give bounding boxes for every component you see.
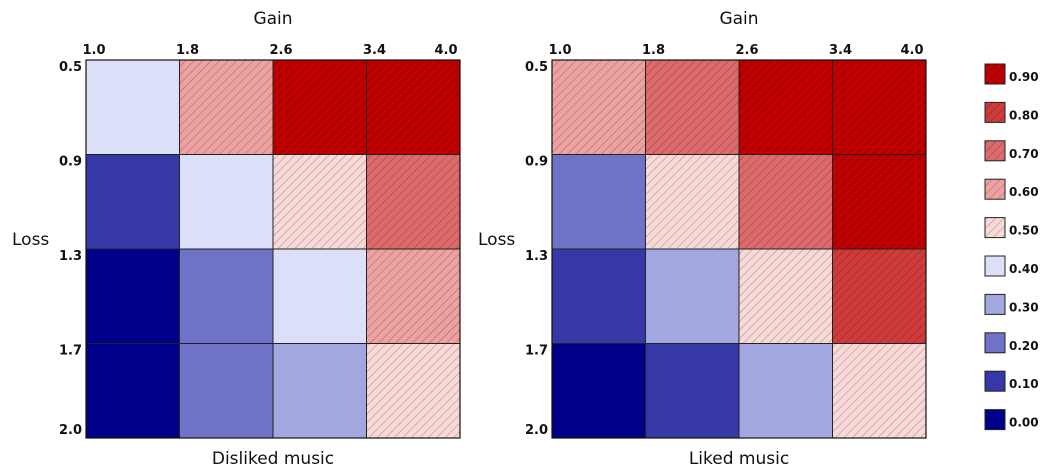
heatmap-cell	[738, 59, 833, 155]
legend-label: 0.70	[1009, 147, 1039, 161]
y-tick-label: 1.7	[525, 344, 548, 359]
x-tick-label: 4.0	[900, 43, 923, 58]
legend-label: 0.90	[1009, 70, 1039, 84]
heatmap-cell	[832, 154, 927, 250]
legend-label: 0.00	[1009, 416, 1039, 430]
legend-label: 0.80	[1009, 108, 1039, 122]
legend-label: 0.60	[1009, 185, 1039, 199]
heatmap-cell	[645, 154, 740, 250]
heatmap-cell	[366, 59, 461, 155]
x-tick-label: 3.4	[363, 43, 386, 58]
legend-item: 0.40	[984, 255, 1039, 277]
heatmap-panel-1: 1.0 1.8 2.6 3.4 4.0 0.5 0.9 1.3 1.7 2.0 Gain Loss Di…	[12, 9, 461, 469]
legend-item: 0.00	[984, 409, 1039, 431]
heatmap-cell	[645, 343, 740, 439]
legend-item: 0.90	[984, 63, 1039, 85]
y-tick-label: 1.3	[525, 249, 548, 264]
heatmap-cell	[738, 343, 833, 439]
legend-swatch	[984, 293, 1006, 315]
heatmap-cell	[272, 59, 367, 155]
heatmap-cell	[832, 59, 927, 155]
heatmap-cell	[832, 248, 927, 344]
heatmap-cell	[551, 248, 646, 344]
legend-item: 0.20	[984, 332, 1039, 354]
heatmap-panel-2: 1.0 1.8 2.6 3.4 4.0 0.5 0.9 1.3 1.7 2.0 Gain Loss Li…	[478, 9, 927, 469]
legend-swatch	[984, 409, 1006, 431]
y-tick-label: 2.0	[59, 423, 82, 438]
y-tick-label: 1.3	[59, 249, 82, 264]
legend-swatch	[984, 255, 1006, 277]
heatmap-cell	[179, 59, 274, 155]
legend-item: 0.50	[984, 217, 1039, 239]
heatmap-cell	[85, 248, 180, 344]
y-tick-label: 0.9	[59, 155, 82, 170]
x-axis-title: Gain	[253, 9, 292, 29]
legend-item: 0.70	[984, 140, 1039, 162]
heatmap-cell	[832, 343, 927, 439]
heatmap-cell	[551, 343, 646, 439]
heatmap-cell	[85, 59, 180, 155]
heatmap-cell	[366, 343, 461, 439]
legend-label: 0.30	[1009, 300, 1039, 314]
heatmap-cell	[551, 154, 646, 250]
x-tick-label: 1.0	[82, 43, 105, 58]
heatmap-cell	[85, 343, 180, 439]
heatmap-cell	[179, 343, 274, 439]
panel-caption: Disliked music	[212, 449, 334, 469]
x-tick-label: 2.6	[735, 43, 758, 58]
legend-label: 0.20	[1009, 339, 1039, 353]
y-tick-label: 0.5	[525, 60, 548, 75]
heatmap-border	[85, 59, 461, 439]
legend-item: 0.80	[984, 101, 1039, 123]
x-tick-label: 1.8	[176, 43, 199, 58]
y-tick-label: 2.0	[525, 423, 548, 438]
x-tick-label: 1.8	[642, 43, 665, 58]
legend-label: 0.10	[1009, 377, 1039, 391]
x-tick-label: 3.4	[829, 43, 852, 58]
y-tick-label: 0.9	[525, 155, 548, 170]
x-axis-title: Gain	[719, 9, 758, 29]
legend-swatch-hatch	[985, 102, 1005, 123]
y-tick-label: 0.5	[59, 60, 82, 75]
heatmap-cell	[272, 343, 367, 439]
legend-label: 0.50	[1009, 224, 1039, 238]
heatmap-cell	[272, 154, 367, 250]
heatmap-cell	[179, 248, 274, 344]
legend-swatch-hatch	[985, 140, 1005, 161]
heatmap-cell	[738, 154, 833, 250]
legend-item: 0.30	[984, 293, 1039, 315]
panel-caption: Liked music	[689, 449, 789, 469]
y-tick-label: 1.7	[59, 344, 82, 359]
x-tick-label: 1.0	[548, 43, 571, 58]
legend-item: 0.60	[984, 178, 1039, 200]
x-tick-label: 4.0	[434, 43, 457, 58]
heatmap-cell	[738, 248, 833, 344]
heatmap-cell	[85, 154, 180, 250]
heatmap-cell	[272, 248, 367, 344]
y-axis-title: Loss	[12, 230, 49, 250]
heatmap-cell	[645, 59, 740, 155]
heatmap-cell	[366, 248, 461, 344]
x-tick-label: 2.6	[269, 43, 292, 58]
color-legend: 0.90 0.80 0.70 0.60 0.50 0.40 0.30 0.20 0.10 0.00	[984, 63, 1039, 431]
legend-swatch-hatch	[985, 64, 1005, 84]
legend-swatch-hatch	[985, 217, 1005, 238]
heatmap-cell	[366, 154, 461, 250]
legend-item: 0.10	[984, 370, 1039, 392]
heatmap-cell	[645, 248, 740, 344]
legend-swatch	[984, 332, 1006, 354]
heatmap-border	[551, 59, 927, 439]
legend-swatch	[984, 370, 1006, 392]
y-axis-title: Loss	[478, 230, 515, 250]
heatmap-cell	[179, 154, 274, 250]
legend-swatch-hatch	[985, 179, 1005, 200]
heatmap-cell	[551, 59, 646, 155]
legend-label: 0.40	[1009, 262, 1039, 276]
